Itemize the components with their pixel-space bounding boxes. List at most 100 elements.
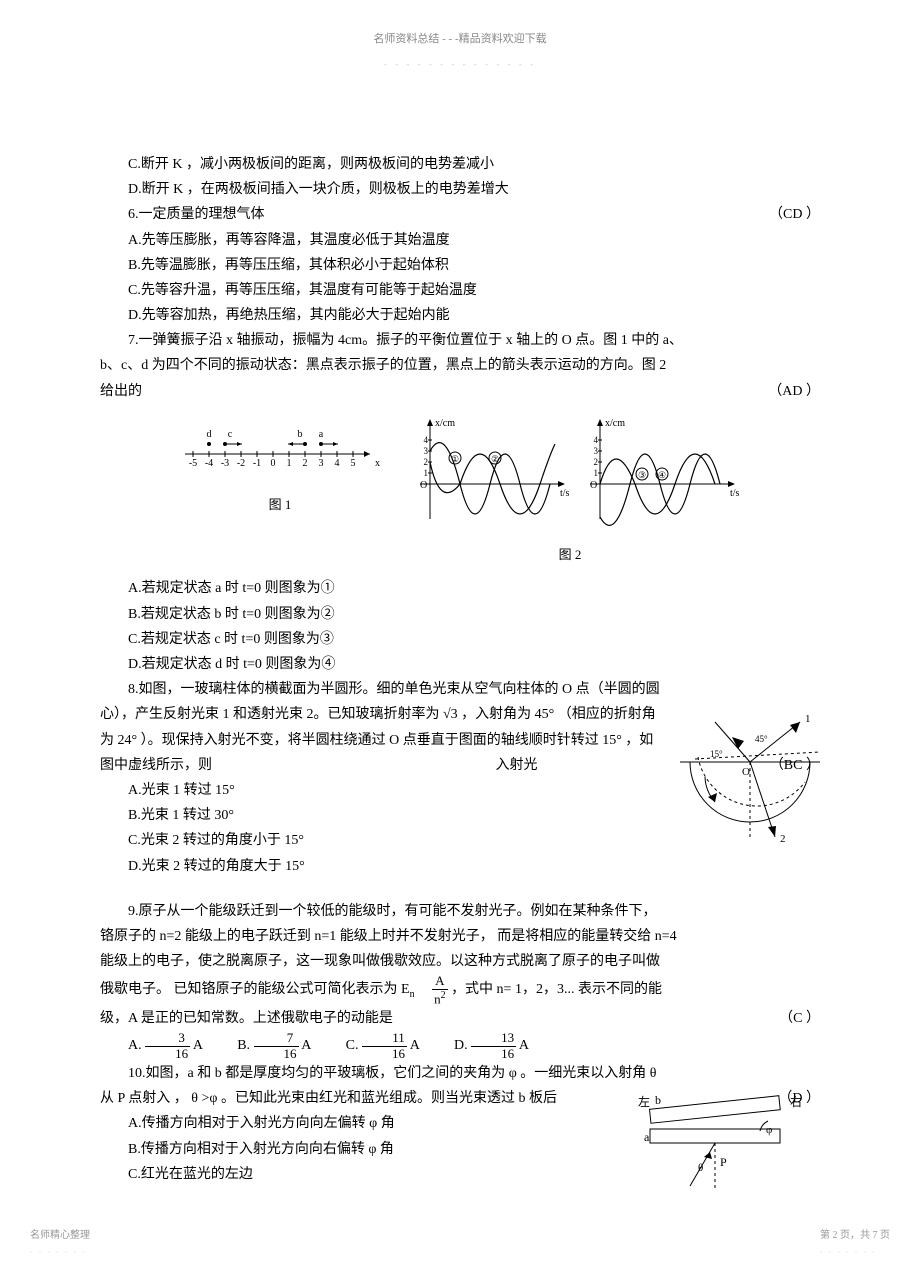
svg-text:x/cm: x/cm	[435, 418, 455, 429]
svg-text:1: 1	[424, 468, 429, 478]
q10-left-label: 左	[638, 1094, 650, 1109]
q9-formula-den: n2	[432, 990, 448, 1007]
svg-text:t/s: t/s	[730, 488, 740, 499]
q7-fig2-svg: x/cm t/s O 1 2 3 4 ① ②	[400, 414, 740, 534]
q9-formula-num: A	[432, 974, 448, 989]
q7-line1: 7.一弹簧振子沿 x 轴振动，振幅为 4cm。振子的平衡位置位于 x 轴上的 O…	[100, 328, 820, 353]
q7-line3: 给出的 （AD ）	[100, 379, 820, 404]
q9-answer: （C ）	[779, 1006, 820, 1031]
page-header: 名师资料总结 - - -精品资料欢迎下载	[100, 30, 820, 50]
svg-text:c: c	[228, 429, 233, 440]
q6-opt-d: D.先等容加热，再绝热压缩，其内能必大于起始内能	[100, 303, 820, 328]
q9-formula-frac: A n2	[432, 974, 448, 1006]
q8-l4-text: 图中虚线所示，则	[100, 758, 212, 773]
q7-l3-text: 给出的	[100, 384, 142, 399]
svg-text:④: ④	[658, 470, 666, 480]
q6-opt-b: B.先等温膨胀，再等压压缩，其体积必小于起始体积	[100, 253, 820, 278]
footer-left-dots: - - - - - - -	[30, 1245, 90, 1259]
svg-text:O: O	[590, 480, 597, 491]
q10-phi-label: φ	[766, 1124, 772, 1136]
q10-right-label: 右	[790, 1094, 802, 1109]
q7-answer: （AD ）	[768, 379, 820, 404]
q9-line1: 9.原子从一个能级跃迁到一个较低的能级时，有可能不发射光子。例如在某种条件下，	[100, 899, 820, 924]
q9-optB: B. 716 A	[237, 1038, 314, 1053]
svg-text:2: 2	[780, 833, 786, 845]
svg-text:a: a	[319, 429, 324, 440]
footer-left: 名师精心整理	[30, 1230, 90, 1241]
q9-l4b: ，式中 n= 1，2，3... 表示不同的能	[451, 982, 662, 997]
svg-text:2: 2	[424, 457, 429, 467]
q7-figures: -5 -4 -3 -2 -1 0 1 2 3 4 5 x/cm d c b	[100, 414, 820, 567]
q9-optD: D. 1316 A	[454, 1038, 529, 1053]
svg-text:4: 4	[594, 435, 599, 445]
svg-text:-1: -1	[253, 458, 261, 469]
q6-answer: （CD ）	[741, 202, 820, 227]
svg-text:-3: -3	[221, 458, 229, 469]
svg-text:2: 2	[594, 457, 599, 467]
q9-line2: 铬原子的 n=2 能级上的电子跃迁到 n=1 能级上时并不发射光子， 而是将相应…	[100, 924, 820, 949]
svg-text:①: ①	[451, 454, 459, 464]
q6-opt-a: A.先等压膨胀，再等容降温，其温度必低于其始温度	[100, 228, 820, 253]
header-dots: - - - - - - - - - - - - - -	[100, 56, 820, 72]
svg-text:t/s: t/s	[560, 488, 570, 499]
q8-incident-label: 入射光	[496, 758, 538, 773]
q7-fig2-label: 图 2	[400, 543, 740, 566]
q7-l2-text: b、c、d 为四个不同的振动状态：黑点表示振子的位置，黑点上的箭头表示运动的方向…	[100, 358, 666, 373]
q9-l4a: 俄歇电子。 已知铬原子的能级公式可简化表示为 E	[100, 982, 410, 997]
footer-right-dots: - - - - - - -	[820, 1245, 890, 1259]
svg-text:1: 1	[805, 713, 811, 725]
q7-fig1-svg: -5 -4 -3 -2 -1 0 1 2 3 4 5 x/cm d c b	[180, 414, 380, 484]
q7-opt-b: B.若规定状态 b 时 t=0 则图象为②	[100, 602, 820, 627]
svg-text:0: 0	[271, 458, 276, 469]
svg-text:4: 4	[424, 435, 429, 445]
q5-opt-d: D.断开 K ，在两极板间插入一块介质，则极板上的电势差增大	[100, 177, 820, 202]
q6-stem-text: 6.一定质量的理想气体	[128, 207, 265, 222]
svg-text:3: 3	[594, 446, 599, 456]
footer-right: 第 2 页，共 7 页	[820, 1230, 890, 1241]
q10-a-label: a	[644, 1130, 650, 1144]
q9-optA: A. 316 A	[128, 1038, 206, 1053]
q9-line5: 级，A 是正的已知常数。上述俄歇电子的动能是 （C ）	[100, 1006, 820, 1031]
q5-opt-c: C.断开 K ，减小两极板间的距离，则两极板间的电势差减小	[100, 152, 820, 177]
svg-text:b: b	[298, 429, 303, 440]
q9-optC: C. 1116 A	[346, 1038, 423, 1053]
q6-stem: 6.一定质量的理想气体 （CD ）	[100, 202, 820, 227]
svg-text:5: 5	[351, 458, 356, 469]
svg-text:15°: 15°	[710, 749, 723, 759]
q9-options: A. 316 A B. 716 A C. 1116 A D. 1316 A	[100, 1031, 820, 1061]
svg-text:②: ②	[491, 454, 499, 464]
svg-text:-5: -5	[189, 458, 197, 469]
svg-text:45°: 45°	[755, 734, 768, 744]
q10-l2-text: 从 P 点射入 ， θ >φ 。已知此光束由红光和蓝光组成。则当光束透过 b 板…	[100, 1091, 557, 1106]
svg-text:3: 3	[319, 458, 324, 469]
svg-text:O: O	[742, 766, 750, 778]
q7-opt-c: C.若规定状态 c 时 t=0 则图象为③	[100, 627, 820, 652]
svg-text:1: 1	[594, 468, 599, 478]
q10-fig-svg: 左 b 右 a φ θ P	[620, 1091, 810, 1201]
q7-fig1: -5 -4 -3 -2 -1 0 1 2 3 4 5 x/cm d c b	[180, 414, 380, 517]
q10-line1: 10.如图，a 和 b 都是厚度均匀的平玻璃板，它们之间的夹角为 φ 。一细光束…	[100, 1061, 820, 1086]
q8-fig-svg: 1 2 45° 15° O	[670, 707, 840, 857]
q8-block: 8.如图，一玻璃柱体的横截面为半圆形。细的单色光束从空气向柱体的 O 点（半圆的…	[100, 677, 820, 879]
svg-text:4: 4	[335, 458, 340, 469]
q10-p-label: P	[720, 1155, 727, 1169]
q10-b-label: b	[655, 1093, 661, 1107]
svg-text:3: 3	[424, 446, 429, 456]
q9-l5-text: 级，A 是正的已知常数。上述俄歇电子的动能是	[100, 1011, 393, 1026]
q8-line1: 8.如图，一玻璃柱体的横截面为半圆形。细的单色光束从空气向柱体的 O 点（半圆的…	[100, 677, 820, 702]
q10-theta-label: θ	[698, 1162, 703, 1174]
svg-text:-4: -4	[205, 458, 213, 469]
svg-text:x/cm: x/cm	[605, 418, 625, 429]
svg-text:2: 2	[303, 458, 308, 469]
q9-formula-sub: n	[410, 989, 415, 1000]
q9-line4: 俄歇电子。 已知铬原子的能级公式可简化表示为 En A n2 ，式中 n= 1，…	[100, 974, 820, 1006]
page-footer: 名师精心整理 - - - - - - - 第 2 页，共 7 页 - - - -…	[0, 1227, 920, 1269]
q7-opt-d: D.若规定状态 d 时 t=0 则图象为④	[100, 652, 820, 677]
svg-text:x/cm: x/cm	[375, 458, 380, 469]
q7-fig2: x/cm t/s O 1 2 3 4 ① ②	[400, 414, 740, 567]
svg-text:1: 1	[287, 458, 292, 469]
q7-line2: b、c、d 为四个不同的振动状态：黑点表示振子的位置，黑点上的箭头表示运动的方向…	[100, 353, 820, 378]
svg-text:d: d	[207, 429, 212, 440]
q7-fig1-label: 图 1	[180, 493, 380, 516]
q8-opt-d: D.光束 2 转过的角度大于 15°	[100, 854, 820, 879]
